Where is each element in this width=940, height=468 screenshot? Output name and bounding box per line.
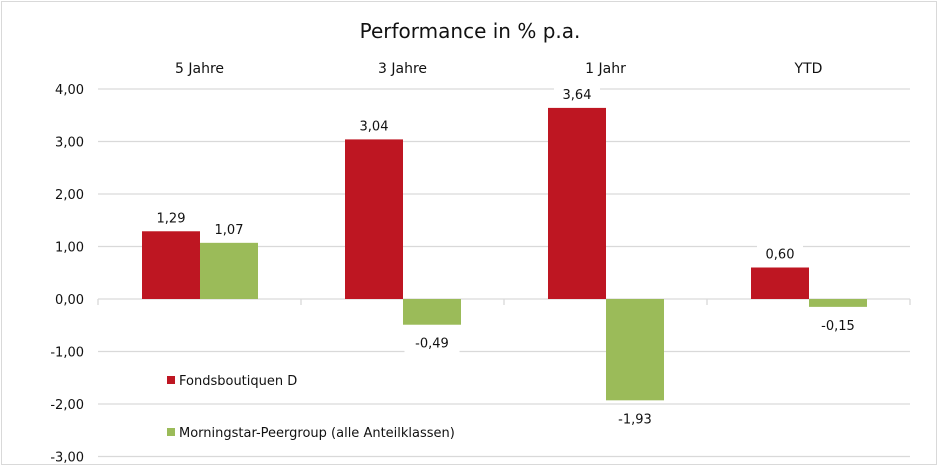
data-label: -0,49 — [415, 337, 449, 352]
data-label: 1,29 — [157, 211, 186, 226]
data-label-bg — [757, 243, 803, 264]
data-label-bg — [607, 408, 663, 429]
data-label: -1,93 — [618, 412, 652, 427]
bar — [751, 267, 809, 299]
data-label: -0,15 — [821, 319, 855, 334]
legend-swatch — [167, 376, 175, 384]
bar — [548, 107, 606, 300]
data-label: 0,60 — [766, 248, 795, 263]
y-tick-label: -1,00 — [50, 346, 84, 361]
data-label-bg — [554, 83, 600, 104]
legend-label: Fondsboutiquen D — [179, 374, 297, 389]
category-label: 3 Jahre — [378, 61, 427, 77]
legend-item-bg — [162, 369, 308, 391]
chart-title: Performance in % p.a. — [360, 19, 581, 43]
y-tick-label: -2,00 — [50, 398, 84, 413]
y-tick-label: 0,00 — [55, 293, 84, 308]
data-label-bg — [148, 207, 194, 228]
category-label: 1 Jahr — [585, 61, 626, 77]
category-label: 5 Jahre — [175, 61, 224, 77]
y-tick-label: 1,00 — [55, 241, 84, 256]
bar — [606, 299, 664, 401]
legend-label: Morningstar-Peergroup (alle Anteilklasse… — [179, 426, 455, 441]
y-tick-label: 2,00 — [55, 188, 84, 203]
legend-item-bg — [162, 421, 506, 443]
y-tick-label: -3,00 — [50, 451, 84, 466]
data-label-bg — [810, 314, 866, 335]
data-label: 1,07 — [215, 223, 244, 238]
data-label-bg — [404, 332, 460, 353]
bar — [403, 299, 461, 325]
bar — [200, 242, 258, 299]
legend-swatch — [167, 428, 175, 436]
data-label: 3,04 — [360, 119, 389, 134]
y-tick-label: 4,00 — [55, 83, 84, 98]
data-label-bg — [206, 218, 252, 239]
bar — [809, 299, 867, 307]
category-label: YTD — [794, 61, 823, 77]
bar — [345, 139, 403, 299]
bar — [142, 231, 200, 299]
data-label: 3,64 — [563, 88, 592, 103]
y-tick-label: 3,00 — [55, 136, 84, 151]
data-label-bg — [351, 115, 397, 136]
